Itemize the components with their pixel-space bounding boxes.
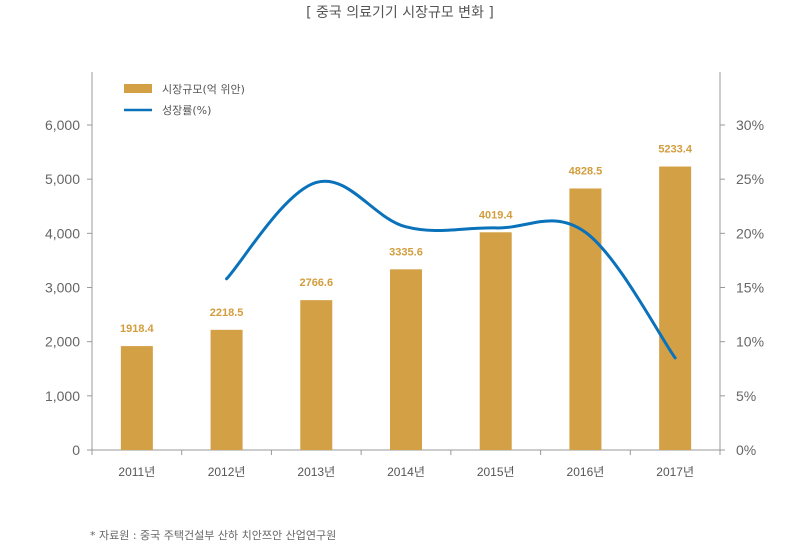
y-right-tick-label: 15%: [736, 280, 764, 296]
x-tick-label: 2012년: [208, 465, 246, 479]
bar-data-label: 5233.4: [658, 144, 693, 156]
y-left-tick-label: 4,000: [45, 225, 80, 241]
bar-data-label: 1918.4: [120, 323, 155, 335]
bar-2013년: [300, 300, 333, 450]
growth-rate-line: [225, 179, 677, 360]
y-right-tick-label: 5%: [736, 388, 756, 404]
x-tick-label: 2017년: [656, 465, 694, 479]
bar-2015년: [479, 232, 512, 450]
y-left-tick-label: 5,000: [45, 171, 80, 187]
bar-data-label: 4019.4: [479, 209, 514, 221]
y-right-tick-label: 20%: [736, 225, 764, 241]
bar-data-label: 2218.5: [210, 307, 244, 319]
bar-2014년: [390, 269, 422, 450]
y-right-tick-label: 0%: [736, 442, 756, 458]
y-left-tick-label: 1,000: [45, 388, 80, 404]
bar-data-label: 4828.5: [569, 165, 603, 177]
bar-2017년: [659, 166, 692, 450]
y-left-tick-label: 0: [72, 442, 80, 458]
source-note: * 자료원 : 중국 주택건설부 산하 치안쯔안 산업연구원: [90, 529, 337, 542]
bar-2012년: [210, 329, 243, 450]
x-tick-label: 2015년: [477, 465, 515, 479]
y-left-tick-label: 3,000: [45, 280, 80, 296]
y-right-tick-label: 30%: [736, 117, 764, 133]
x-tick-label: 2013년: [297, 465, 335, 479]
y-right-tick-label: 10%: [736, 334, 764, 350]
legend-bar-label: 시장규모(억 위안): [162, 83, 245, 96]
x-tick-label: 2011년: [118, 465, 155, 479]
y-left-tick-label: 2,000: [45, 334, 80, 350]
x-tick-label: 2016년: [567, 465, 605, 479]
bar-2016년: [569, 188, 602, 451]
bar-data-label: 2766.6: [299, 277, 333, 289]
legend-line-label: 성장률(%): [162, 104, 211, 117]
chart-title: [ 중국 의료기기 시장규모 변화 ]: [306, 5, 494, 21]
x-tick-label: 2014년: [387, 465, 425, 479]
y-left-tick-label: 6,000: [45, 117, 80, 133]
bar-2011년: [120, 346, 153, 450]
bar-data-label: 3335.6: [389, 246, 423, 258]
y-right-tick-label: 25%: [736, 171, 764, 187]
legend-bar-swatch: [124, 84, 152, 93]
